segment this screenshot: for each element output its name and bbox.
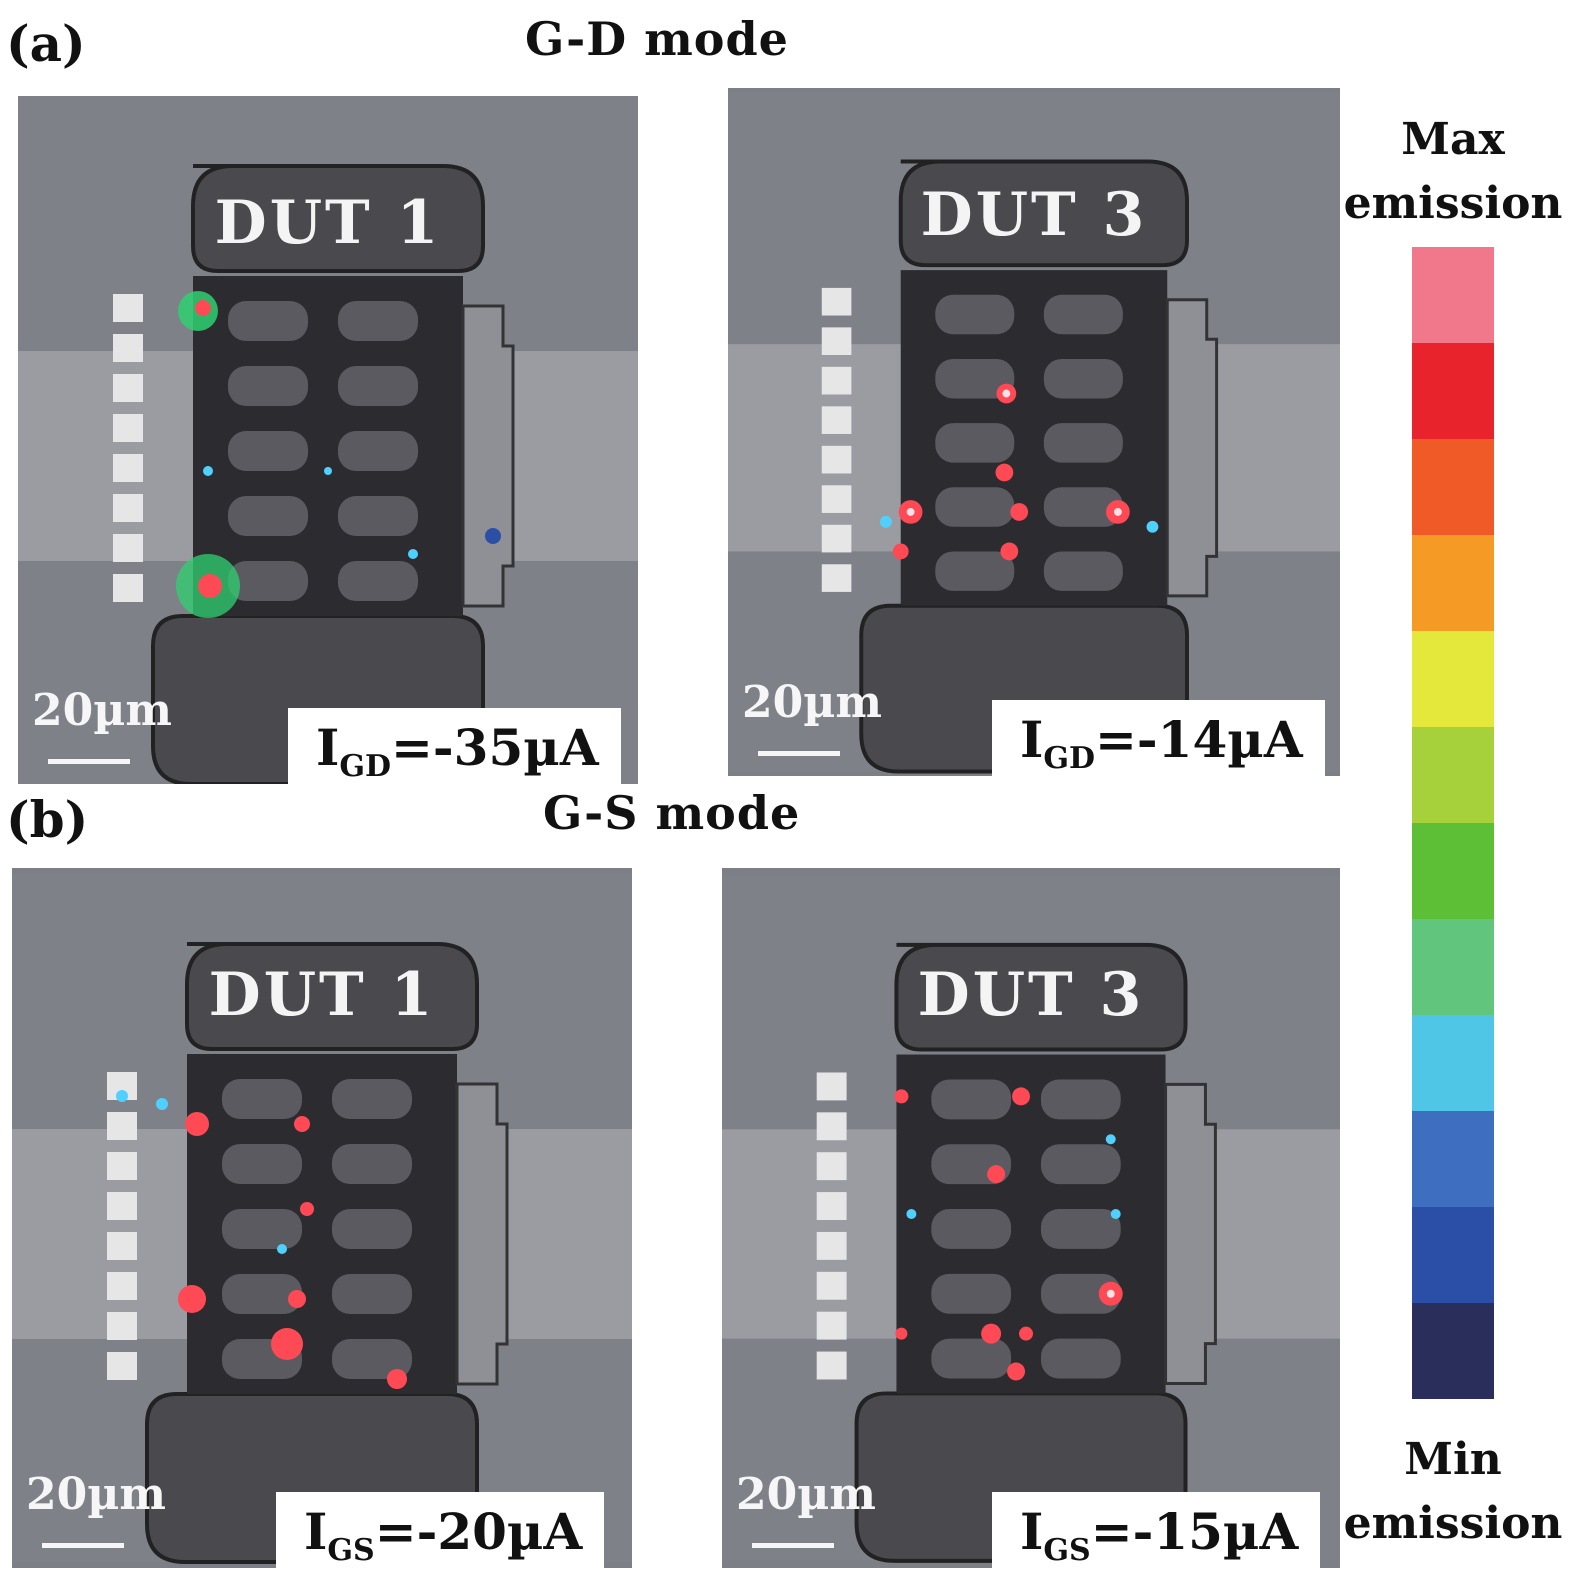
colorbar-step-3	[1412, 439, 1494, 535]
scale-bar	[758, 751, 840, 756]
emission-spots	[176, 291, 501, 618]
colorbar-step-8	[1412, 919, 1494, 1015]
colorbar-step-1	[1412, 247, 1494, 343]
current-label: IGS=-20µA	[276, 1492, 605, 1568]
scale-label: 20µm	[736, 1469, 876, 1520]
current-label: IGD=-14µA	[992, 700, 1325, 776]
colorbar-step-5	[1412, 631, 1494, 727]
scale-label: 20µm	[32, 685, 172, 736]
colorbar-step-4	[1412, 535, 1494, 631]
colorbar-step-6	[1412, 727, 1494, 823]
emission-spots	[894, 1087, 1123, 1381]
colorbar-step-11	[1412, 1207, 1494, 1303]
emission-spots	[116, 1090, 407, 1389]
current-label: IGS=-15µA	[992, 1492, 1321, 1568]
image-a-dut3: DUT 3 20µm IGD=-14µA	[728, 88, 1340, 776]
image-b-dut3: DUT 3 20µm IGS=-15µA	[722, 868, 1340, 1568]
panel-a-mode-title: G-D mode	[525, 12, 789, 66]
panel-b-label: (b)	[6, 790, 89, 849]
scale-bar	[752, 1543, 834, 1548]
scale-label: 20µm	[26, 1469, 166, 1520]
scale-label: 20µm	[742, 677, 882, 728]
colorbar-step-7	[1412, 823, 1494, 919]
image-b-dut1: DUT 1 20µm IGS=-20µA	[12, 868, 632, 1568]
colorbar-step-10	[1412, 1111, 1494, 1207]
colorbar-step-12	[1412, 1303, 1494, 1399]
colorbar-step-2	[1412, 343, 1494, 439]
emission-spots	[880, 383, 1159, 561]
colorbar-max-label: Max emission	[1343, 114, 1563, 229]
dut-label: DUT 3	[920, 180, 1148, 250]
panel-b-mode-title: G-S mode	[543, 786, 801, 840]
image-a-dut1: DUT 1 20µm IGD=-35µA	[18, 96, 638, 784]
panel-a-label: (a)	[6, 14, 86, 73]
colorbar	[1412, 247, 1494, 1399]
dut-label: DUT 3	[917, 960, 1145, 1030]
dut-label: DUT 1	[214, 188, 442, 258]
colorbar-min-label: Min emission	[1343, 1434, 1563, 1549]
colorbar-step-9	[1412, 1015, 1494, 1111]
dut-label: DUT 1	[208, 960, 436, 1030]
scale-bar	[42, 1543, 124, 1548]
scale-bar	[48, 759, 130, 764]
current-label: IGD=-35µA	[288, 708, 621, 784]
